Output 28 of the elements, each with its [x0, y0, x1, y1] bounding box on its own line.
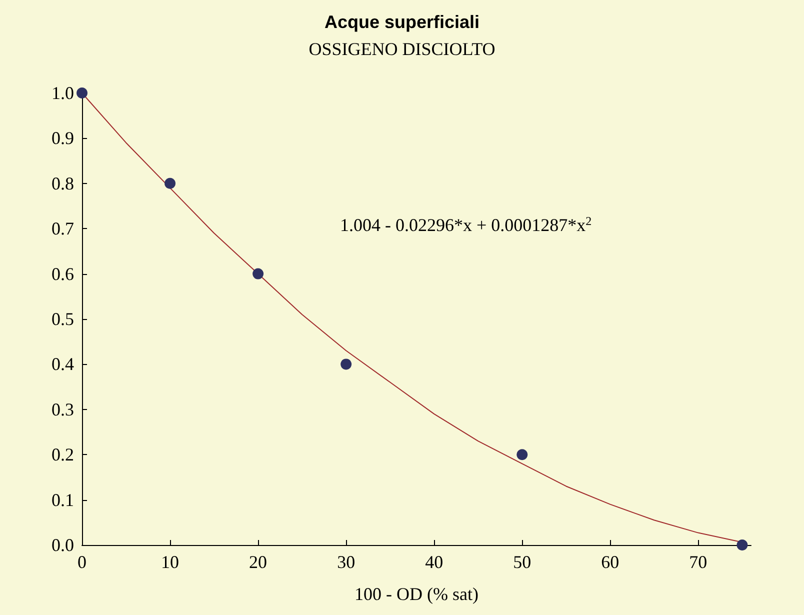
chart-subtitle: OSSIGENO DISCIOLTO: [308, 39, 496, 59]
point: [516, 449, 528, 460]
x-tick-label: 30: [337, 552, 356, 572]
y-tick-label: 0.6: [52, 264, 74, 284]
x-tick-label: 0: [78, 552, 86, 572]
x-tick-label: 40: [425, 552, 444, 572]
y-tick-label: 0.0: [52, 535, 74, 555]
y-tick-label: 0.3: [52, 399, 74, 420]
point: [76, 88, 88, 98]
y-tick-label: 0.7: [52, 218, 74, 239]
point: [340, 358, 352, 370]
x-tick-label: 70: [689, 552, 708, 572]
y-tick-label: 0.4: [52, 354, 74, 374]
point: [736, 540, 748, 550]
y-tick-label: 0.5: [52, 309, 74, 329]
x-tick-label: 20: [249, 552, 268, 572]
x-tick-label: 10: [161, 552, 180, 572]
y-tick-label: 0.8: [52, 173, 74, 194]
x-tick-label: 60: [601, 552, 620, 572]
y-tick-label: 0.1: [52, 490, 74, 510]
point: [164, 178, 176, 189]
point: [252, 268, 264, 280]
y-tick-label: 0.2: [52, 444, 74, 465]
x-axis-title: 100 - OD (% sat): [354, 584, 478, 604]
x-tick-label: 50: [513, 552, 532, 572]
y-tick-label: 1.0: [52, 83, 74, 103]
y-tick-label: 0.9: [52, 128, 74, 148]
chart-title: Acque superficiali: [324, 12, 480, 32]
